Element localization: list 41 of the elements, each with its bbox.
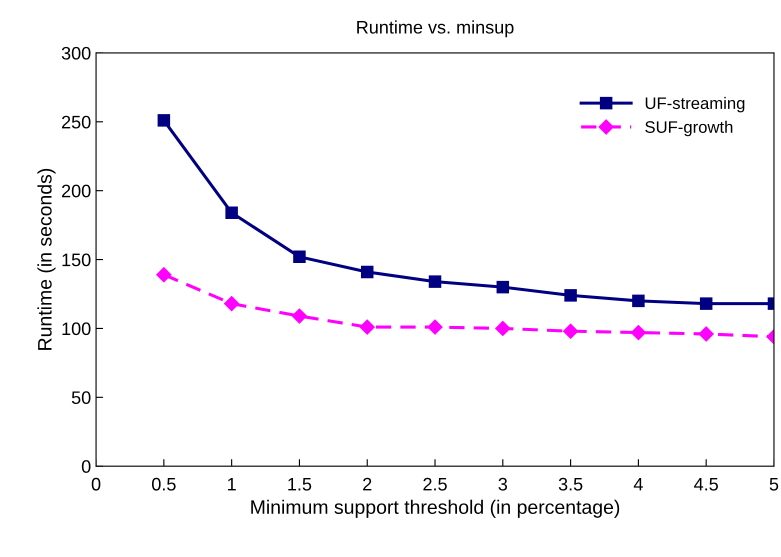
x-tick-label: 0 bbox=[92, 478, 100, 491]
y-tick-label: 0 bbox=[82, 460, 90, 473]
point bbox=[495, 320, 510, 336]
point bbox=[292, 308, 308, 324]
x-tick-label: 1 bbox=[228, 478, 236, 490]
y-tick-label: 50 bbox=[72, 391, 90, 404]
point bbox=[360, 319, 375, 335]
point bbox=[630, 325, 646, 340]
x-tick-label: 0.5 bbox=[152, 478, 176, 491]
chart-title: Runtime vs. minsup bbox=[357, 20, 514, 38]
x-tick-label: 2.5 bbox=[423, 478, 447, 491]
point bbox=[563, 324, 578, 339]
y-tick-label: 100 bbox=[62, 322, 90, 336]
x-tick-label: 4 bbox=[634, 478, 643, 490]
point bbox=[427, 319, 443, 335]
point bbox=[224, 296, 240, 312]
point bbox=[428, 275, 442, 288]
x-tick-label: 5 bbox=[770, 478, 778, 491]
y-tick-label: 300 bbox=[62, 46, 90, 60]
point bbox=[698, 326, 714, 342]
point bbox=[700, 297, 712, 310]
point bbox=[496, 280, 510, 294]
point bbox=[632, 294, 645, 308]
point bbox=[225, 206, 238, 219]
point bbox=[156, 267, 172, 282]
legend-label: UF-streaming bbox=[646, 96, 744, 112]
x-tick-label: 2 bbox=[363, 478, 372, 490]
y-tick-label: 250 bbox=[62, 116, 90, 129]
x-axis-title: Minimum support threshold (in percentage) bbox=[251, 500, 620, 518]
x-tick-label: 4.5 bbox=[694, 478, 718, 491]
x-tick-label: 3 bbox=[498, 478, 508, 491]
y-tick-label: 200 bbox=[62, 184, 90, 198]
x-tick-label: 3.5 bbox=[558, 478, 582, 491]
x-tick-label: 1.5 bbox=[288, 478, 312, 491]
legend-label: SUF-growth bbox=[645, 120, 732, 136]
y-axis-title: Runtime (in seconds) bbox=[37, 168, 56, 350]
point bbox=[360, 266, 374, 278]
y-tick-label: 150 bbox=[62, 253, 90, 266]
point bbox=[293, 250, 306, 264]
point bbox=[158, 114, 170, 127]
point bbox=[564, 289, 577, 302]
